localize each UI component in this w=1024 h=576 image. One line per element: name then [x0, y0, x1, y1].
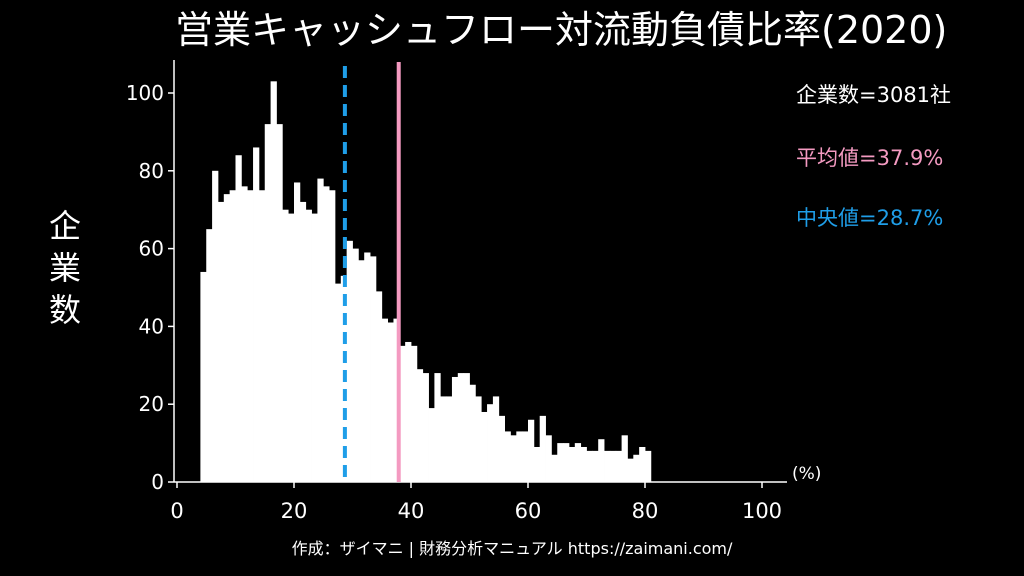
histogram-bar	[329, 190, 336, 482]
histogram-bar	[557, 443, 564, 482]
histogram-bar	[574, 443, 582, 482]
median-value-label: 中央値=28.7%	[796, 206, 944, 230]
histogram-bar	[598, 439, 605, 482]
y-tick-label: 60	[139, 237, 164, 261]
histogram-bar	[422, 373, 429, 482]
histogram-bar	[492, 396, 500, 482]
y-tick-label: 20	[139, 392, 164, 416]
histogram-bar	[621, 435, 628, 482]
histogram-bar	[370, 256, 377, 482]
histogram-bar	[469, 384, 476, 482]
histogram-bar	[381, 318, 388, 482]
histogram-bar	[551, 454, 558, 482]
histogram-bar	[416, 369, 424, 482]
histogram-bar	[446, 396, 453, 482]
x-tick-label: 0	[170, 499, 183, 523]
histogram-bar	[440, 396, 447, 482]
histogram-bar	[481, 411, 488, 482]
x-axis-unit-label: (%)	[792, 464, 822, 484]
histogram-bar	[364, 252, 371, 482]
histogram-bar	[434, 373, 441, 482]
histogram-bar	[217, 201, 225, 483]
histogram-bar	[270, 81, 277, 482]
y-tick-label: 100	[126, 81, 164, 105]
histogram-bar	[528, 419, 535, 482]
histogram-bar	[212, 170, 219, 483]
histogram-bar	[346, 240, 353, 482]
x-tick-label: 20	[281, 499, 308, 523]
histogram-bar	[451, 376, 459, 482]
histogram-bar	[522, 431, 529, 482]
histogram-bar	[276, 124, 283, 483]
histogram-bar	[305, 209, 312, 482]
histogram-bar	[375, 291, 383, 482]
histogram-bar	[615, 450, 622, 482]
y-axis-label-char-1: 企	[48, 207, 81, 245]
histogram-bar	[586, 450, 593, 482]
histogram-bar	[229, 190, 236, 482]
histogram-bar	[457, 373, 465, 482]
histogram-bar	[352, 248, 359, 482]
histogram-bar	[258, 190, 266, 482]
histogram-bar	[428, 408, 435, 482]
histogram-bar	[539, 415, 546, 482]
histogram-bar	[563, 443, 570, 482]
company-count-label: 企業数=3081社	[796, 83, 952, 107]
histogram-bar	[241, 186, 248, 483]
histogram-bar	[334, 283, 342, 482]
x-tick-label: 80	[632, 499, 659, 523]
x-tick-label: 40	[398, 499, 425, 523]
y-axis-label: 企 業 数	[40, 205, 90, 331]
y-tick-label: 0	[151, 470, 164, 494]
histogram-bar	[592, 450, 599, 482]
histogram-bar	[639, 446, 646, 482]
y-tick-label: 80	[139, 159, 164, 183]
histogram-bar	[299, 201, 307, 483]
mean-value-label: 平均値=37.9%	[796, 146, 944, 170]
histogram-bar	[633, 454, 640, 482]
histogram-bar	[206, 229, 213, 482]
histogram-bar	[475, 396, 482, 482]
histogram-bar	[393, 318, 400, 482]
histogram-bar	[504, 431, 511, 482]
histogram-bar	[399, 345, 406, 482]
histogram-bar	[247, 190, 254, 482]
histogram-bar	[510, 435, 517, 482]
histogram-bar	[463, 373, 470, 482]
histogram-bar	[405, 341, 412, 482]
chart-title: 営業キャッシュフロー対流動負債比率(2020)	[175, 8, 948, 52]
histogram-bar	[323, 186, 330, 483]
histogram-bar	[223, 194, 231, 482]
histogram-bar	[282, 209, 289, 482]
histogram-bar	[645, 450, 652, 482]
histogram-bar	[568, 446, 576, 482]
histogram-bar	[200, 271, 207, 482]
histogram-bar	[253, 147, 260, 482]
histogram-bar	[580, 446, 587, 482]
y-axis-label-char-2: 業	[48, 249, 81, 287]
histogram-bar	[311, 213, 318, 482]
histogram-bar	[317, 178, 324, 482]
histogram-bar	[533, 446, 541, 482]
histogram-bar	[627, 458, 634, 482]
x-tick-label: 60	[515, 499, 542, 523]
histogram-bar	[387, 322, 394, 482]
x-tick-label: 100	[742, 499, 782, 523]
histogram-bar	[235, 155, 242, 483]
y-tick-label: 40	[139, 314, 164, 338]
histogram-bar	[498, 415, 505, 482]
credit-footer: 作成：ザイマニ | 財務分析マニュアル https://zaimani.com/	[291, 539, 733, 558]
histogram-bar	[294, 182, 301, 482]
y-axis-label-char-3: 数	[48, 291, 81, 329]
histogram-bar	[487, 404, 494, 482]
histogram-bar	[411, 345, 418, 482]
histogram-bar	[288, 213, 295, 482]
histogram-bar	[358, 260, 365, 482]
histogram-bar	[604, 450, 611, 482]
histogram-bar	[545, 435, 552, 482]
histogram-bar	[264, 124, 271, 483]
histogram-bar	[609, 450, 617, 482]
histogram-bar	[516, 431, 523, 482]
